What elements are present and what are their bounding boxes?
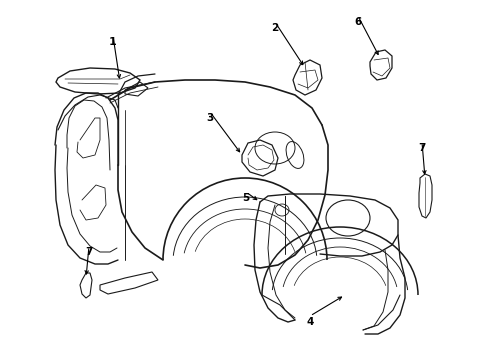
Text: 6: 6	[354, 17, 362, 27]
Text: 1: 1	[109, 37, 117, 47]
Text: 7: 7	[418, 143, 426, 153]
Text: 4: 4	[306, 317, 314, 327]
Text: 2: 2	[271, 23, 279, 33]
Text: 7: 7	[85, 247, 93, 257]
Text: 3: 3	[206, 113, 214, 123]
Text: 5: 5	[243, 193, 249, 203]
